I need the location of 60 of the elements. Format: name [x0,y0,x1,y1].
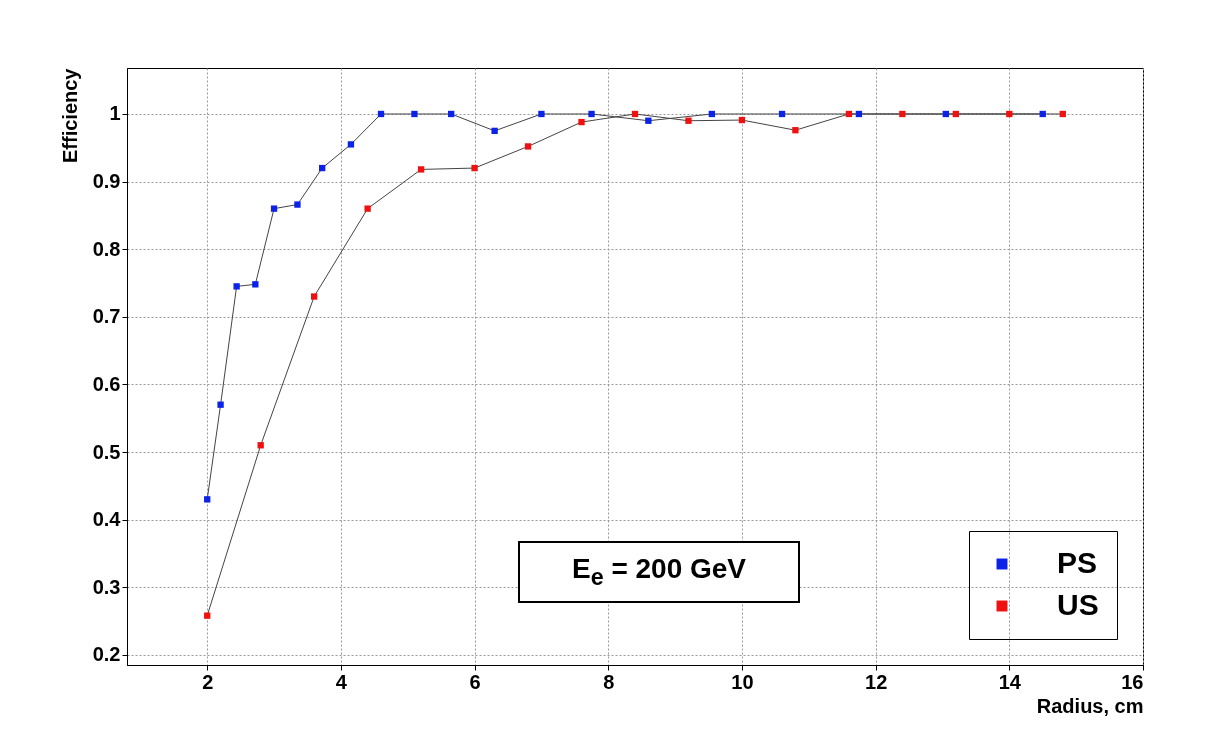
point [952,110,960,118]
y-tick-label: 0.8 [92,237,121,260]
x-tick-label: 4 [335,670,348,693]
point [233,283,240,290]
point [942,110,949,118]
point [1059,110,1066,118]
x-tick-label: 6 [469,670,481,693]
x-tick-label: 16 [1121,670,1144,693]
point [294,201,301,208]
y-tick-label: 0.9 [92,170,121,193]
y-tick-label: 1 [109,102,121,125]
point [899,110,906,118]
y-tick-label: 0.3 [92,575,121,598]
x-tick-label: 12 [865,670,888,693]
point [252,281,259,288]
point [778,110,786,118]
y-tick-label: 0.7 [92,305,121,328]
point [311,293,318,300]
point [417,166,425,173]
point [204,496,211,503]
point [377,110,385,118]
point [588,110,595,118]
y-tick-label: 0.4 [92,508,122,531]
point [347,141,355,148]
point [1006,110,1013,118]
point [364,205,371,212]
point [471,164,478,172]
x-tick-label: 2 [202,670,214,693]
point [204,612,211,619]
point [491,127,498,135]
point [524,143,532,150]
point [448,110,455,118]
x-tick-label: 10 [731,670,754,693]
legend-label: PS [1057,546,1098,579]
x-axis-title: Radius, cm [1036,694,1144,717]
point [685,117,692,124]
point [855,110,863,118]
point [270,205,278,212]
text-frame: E$_{e}$ = 200 GeV [518,541,800,603]
point [411,110,418,118]
point [1039,110,1046,118]
point [645,117,652,124]
point [631,110,639,118]
y-tick-label: 0.2 [92,643,121,666]
legend-label: US [1057,588,1099,621]
y-tick-label: 0.5 [92,440,121,463]
point [738,116,746,124]
annotation: E$_{e}$ = 200 GeV [571,553,747,591]
point [845,110,853,118]
point [257,442,264,449]
point [538,110,545,118]
point [319,164,326,172]
point [792,127,799,134]
y-tick-label: 0.6 [92,372,121,395]
x-tick-label: 14 [998,670,1022,693]
point [217,401,224,408]
point [708,110,716,118]
y-axis-title: Efficiency [58,67,81,163]
x-tick-label: 8 [603,670,615,693]
point [578,118,585,126]
